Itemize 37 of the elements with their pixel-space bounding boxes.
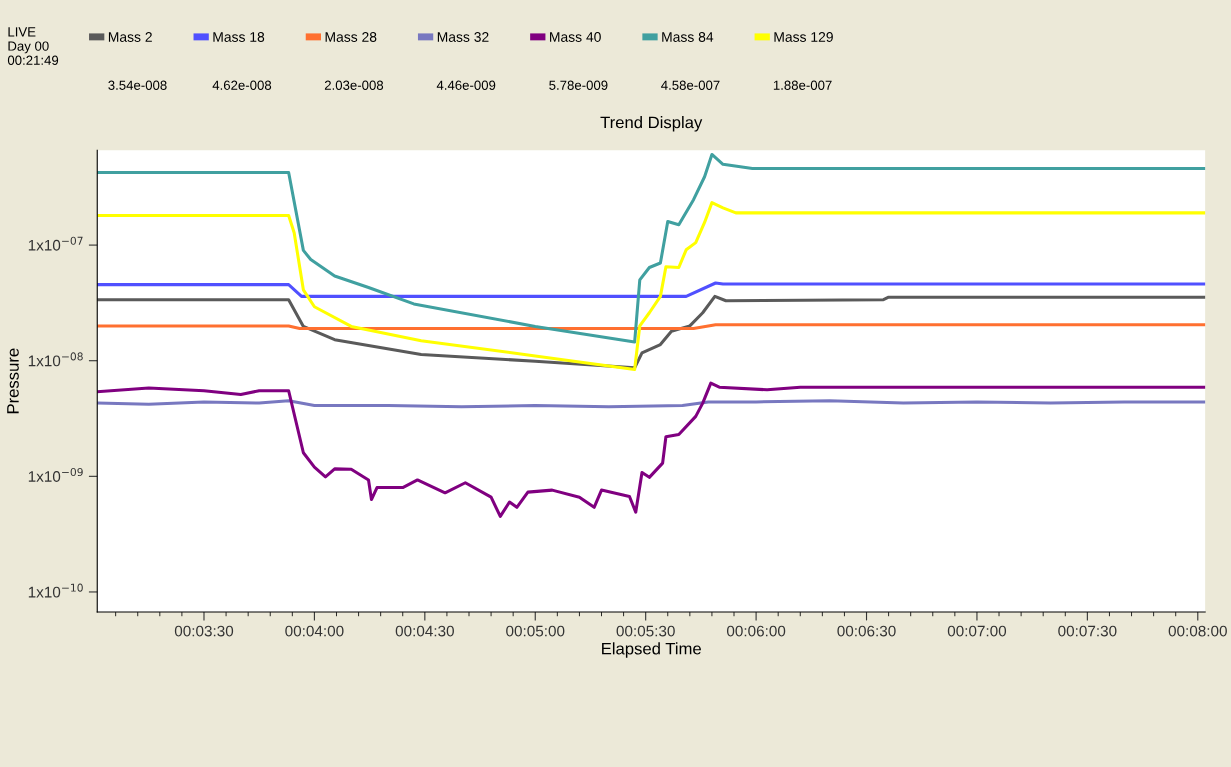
y-tick-label: 1x10$^{−08}$ <box>28 352 83 367</box>
x-tick-label: 00:04:00 <box>285 625 344 637</box>
line-series <box>97 281 1206 298</box>
x-tick-label: 00:08:00 <box>1168 625 1227 637</box>
legend-label: Mass 40 <box>550 32 601 42</box>
text: LIVE Day 00 00:21:49 <box>7 27 59 65</box>
x-axis-title: Elapsed Time <box>602 642 701 658</box>
line-series <box>97 152 1206 344</box>
x-tick-label: 00:06:30 <box>837 625 896 637</box>
text: 4.62e-008 <box>212 80 272 90</box>
y-axis-title: Pressure <box>7 348 19 414</box>
x-tick-label: 00:05:30 <box>616 625 675 637</box>
line-series <box>97 201 1206 371</box>
chart-title: Trend Display <box>600 116 703 132</box>
text: 2.03e-008 <box>324 80 384 90</box>
x-tick-label: 00:05:00 <box>506 625 565 637</box>
line-series <box>97 381 1206 518</box>
legend-label: Mass 84 <box>662 32 714 42</box>
x-tick-label: 00:06:00 <box>726 625 786 637</box>
x-tick-label: 00:07:00 <box>947 625 1007 637</box>
y-tick-label: 1x10$^{−09}$ <box>28 467 83 482</box>
y-tick-label: 1x10$^{−10}$ <box>28 583 83 598</box>
text: 3.54e-008 <box>108 80 167 90</box>
legend-label: Mass 32 <box>437 32 489 42</box>
line-series <box>97 294 1206 370</box>
text: 4.46e-009 <box>436 80 496 90</box>
text: 1.88e-007 <box>773 80 832 90</box>
legend-label: Mass 2 <box>108 32 152 42</box>
legend-label: Mass 129 <box>774 32 833 42</box>
y-tick-label: 1x10$^{−07}$ <box>28 236 83 251</box>
x-tick-label: 00:07:30 <box>1058 625 1117 637</box>
text: 4.58e-007 <box>661 80 720 90</box>
text: 5.78e-009 <box>549 80 608 90</box>
legend-label: Mass 18 <box>213 32 265 42</box>
legend-label: Mass 28 <box>325 32 377 42</box>
x-tick-label: 00:04:30 <box>395 625 454 637</box>
x-tick-label: 00:03:30 <box>174 625 234 637</box>
